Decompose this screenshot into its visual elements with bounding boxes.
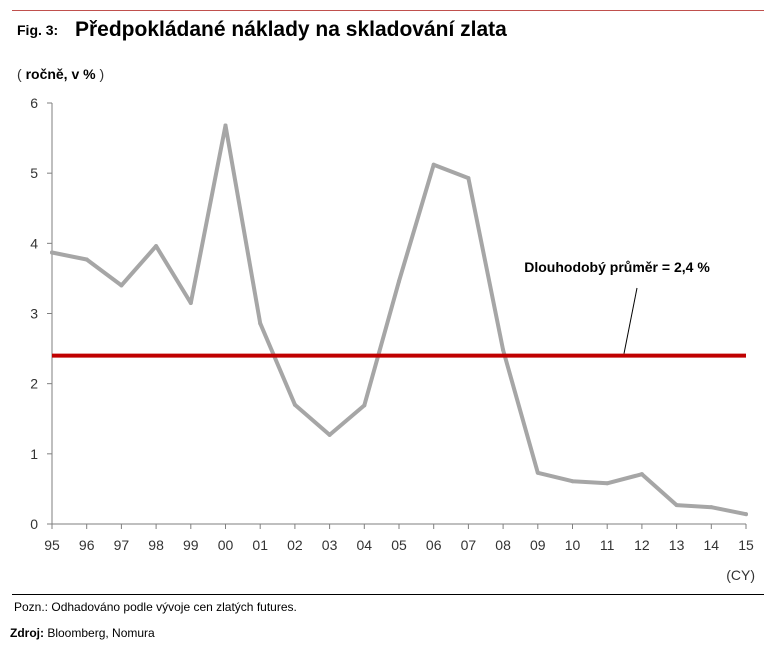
x-tick-label: 03 <box>322 537 338 553</box>
data-point <box>188 300 193 305</box>
x-tick-label: 11 <box>600 537 615 553</box>
x-tick-label: 13 <box>669 537 685 553</box>
bottom-rule <box>12 594 764 595</box>
data-point <box>223 123 228 128</box>
average-annotation-label: Dlouhodobý průměr = 2,4 % <box>524 259 710 275</box>
y-tick-label: 0 <box>30 516 38 532</box>
chart-axes <box>47 102 747 529</box>
x-tick-label: 05 <box>391 537 407 553</box>
data-point <box>744 512 748 517</box>
x-tick-label: 07 <box>461 537 477 553</box>
data-point <box>431 162 436 167</box>
data-point <box>84 257 89 262</box>
y-tick-label: 6 <box>30 95 38 111</box>
figure-label: Fig. 3: <box>17 22 59 38</box>
top-rule <box>12 10 764 11</box>
x-tick-label: 04 <box>357 537 373 553</box>
data-point <box>154 244 159 249</box>
data-point <box>258 321 263 326</box>
x-tick-label: 14 <box>704 537 720 553</box>
data-point <box>674 503 679 508</box>
reference-layer: Dlouhodobý průměr = 2,4 % <box>52 259 746 358</box>
x-tick-label: 95 <box>44 537 60 553</box>
x-tick-label: 15 <box>738 537 754 553</box>
x-tick-label: 06 <box>426 537 442 553</box>
x-axis-label: (CY) <box>726 567 755 583</box>
x-tick-label: 99 <box>183 537 199 553</box>
data-point <box>292 402 297 407</box>
source-label: Zdroj: <box>10 626 44 640</box>
annotation-pointer <box>623 287 638 354</box>
y-tick-label: 3 <box>30 306 38 322</box>
x-tick-label: 02 <box>287 537 303 553</box>
data-point <box>466 176 471 181</box>
unit-open-paren: ( <box>17 66 22 82</box>
data-point <box>501 347 506 352</box>
data-point <box>327 432 332 437</box>
series-layer <box>50 123 748 517</box>
data-point <box>397 279 401 284</box>
data-point <box>50 250 54 255</box>
x-tick-label: 12 <box>634 537 650 553</box>
x-tick-label: 10 <box>565 537 581 553</box>
data-point <box>362 403 367 408</box>
series-line <box>50 123 748 517</box>
y-tick-label: 5 <box>30 165 38 181</box>
x-tick-label: 96 <box>79 537 95 553</box>
chart-title: Předpokládané náklady na skladování zlat… <box>75 18 507 41</box>
data-point <box>639 472 644 477</box>
x-tick-label: 08 <box>495 537 511 553</box>
unit-close-paren: ) <box>99 66 105 82</box>
y-tick-label: 1 <box>30 446 38 462</box>
x-tick-label: 00 <box>218 537 234 553</box>
x-tick-label: 98 <box>148 537 164 553</box>
x-tick-label: 01 <box>252 537 268 553</box>
data-point <box>535 470 540 475</box>
y-tick-label: 2 <box>30 376 38 392</box>
data-point <box>570 479 575 484</box>
x-tick-label: 97 <box>114 537 130 553</box>
unit-label: ( ročně, v % ) <box>17 66 104 82</box>
y-tick-label: 4 <box>30 235 38 251</box>
x-tick-label: 09 <box>530 537 546 553</box>
source-text: Bloomberg, Nomura <box>44 626 155 640</box>
data-point <box>119 283 124 288</box>
footnote: Pozn.: Odhadováno podle vývoje cen zlatý… <box>14 600 297 614</box>
data-point <box>709 505 714 510</box>
source-line: Zdroj: Bloomberg, Nomura <box>10 626 155 640</box>
data-point <box>605 481 610 486</box>
unit-text: ročně, v % <box>25 66 96 82</box>
